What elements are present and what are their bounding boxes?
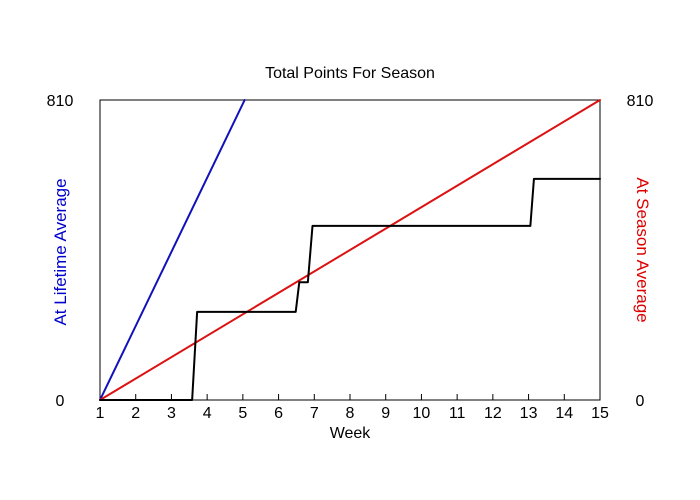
x-tick-label-3: 3 (167, 405, 176, 422)
x-tick-label-10: 10 (413, 405, 431, 422)
right-y-axis-label: At Season Average (633, 177, 652, 322)
actual-series-line (99, 177, 601, 401)
x-tick-label-11: 11 (449, 405, 466, 422)
x-tick-label-9: 9 (381, 405, 390, 422)
series-layer (99, 99, 601, 401)
x-tick-label-8: 8 (346, 405, 355, 422)
season-series-line (99, 99, 601, 401)
x-tick-label-2: 2 (131, 405, 140, 422)
x-tick-label-13: 13 (520, 405, 538, 422)
x-tick-label-5: 5 (238, 405, 247, 422)
x-tick-label-12: 12 (484, 405, 502, 422)
x-tick-label-14: 14 (555, 405, 573, 422)
x-axis-label: Week (330, 425, 372, 442)
x-axis-ticks: 1 2 3 4 5 6 7 8 9 10 11 12 13 14 15 (96, 394, 609, 422)
left-y-axis-label: At Lifetime Average (51, 178, 70, 325)
x-tick-label-7: 7 (310, 405, 319, 422)
x-tick-label-1: 1 (96, 405, 105, 422)
y-right-top-tick-label: 810 (627, 93, 654, 110)
chart-title: Total Points For Season (265, 65, 435, 82)
y-left-bottom-tick-label: 0 (56, 393, 65, 410)
lifetime-series-line (99, 99, 246, 401)
x-tick-label-15: 15 (591, 405, 609, 422)
y-right-bottom-tick-label: 0 (636, 393, 645, 410)
x-tick-label-6: 6 (274, 405, 283, 422)
y-left-top-tick-label: 810 (47, 93, 74, 110)
x-tick-label-4: 4 (203, 405, 212, 422)
